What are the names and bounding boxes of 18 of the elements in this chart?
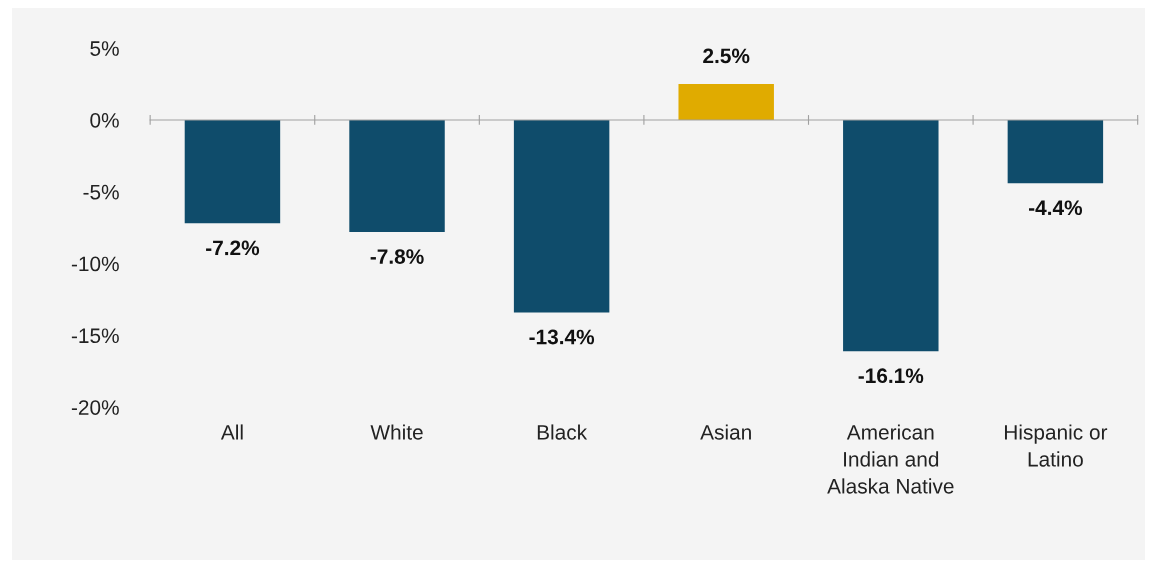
y-tick-label: -20%: [71, 400, 119, 415]
data-label: -16.1%: [858, 368, 924, 384]
y-tick-label: 0%: [90, 112, 119, 128]
x-tick-label: American Indian and Alaska Native: [827, 424, 954, 494]
data-label: -13.4%: [529, 329, 595, 345]
data-label: -4.4%: [1028, 200, 1083, 216]
y-tick-label: -15%: [71, 328, 119, 344]
x-tick-label: Hispanic or Latino: [1004, 424, 1108, 467]
x-tick-label: Black: [537, 424, 588, 440]
data-label: 2.5%: [703, 48, 750, 64]
data-label: -7.8%: [370, 249, 424, 264]
x-tick-label: All: [220, 424, 243, 440]
y-tick-label: -10%: [71, 256, 119, 272]
x-tick-label: Asian: [700, 424, 751, 440]
data-label: -7.2%: [206, 240, 260, 256]
y-tick-label: 5%: [90, 41, 119, 56]
y-tick-label: -5%: [83, 184, 119, 200]
x-tick-label: White: [370, 424, 423, 440]
